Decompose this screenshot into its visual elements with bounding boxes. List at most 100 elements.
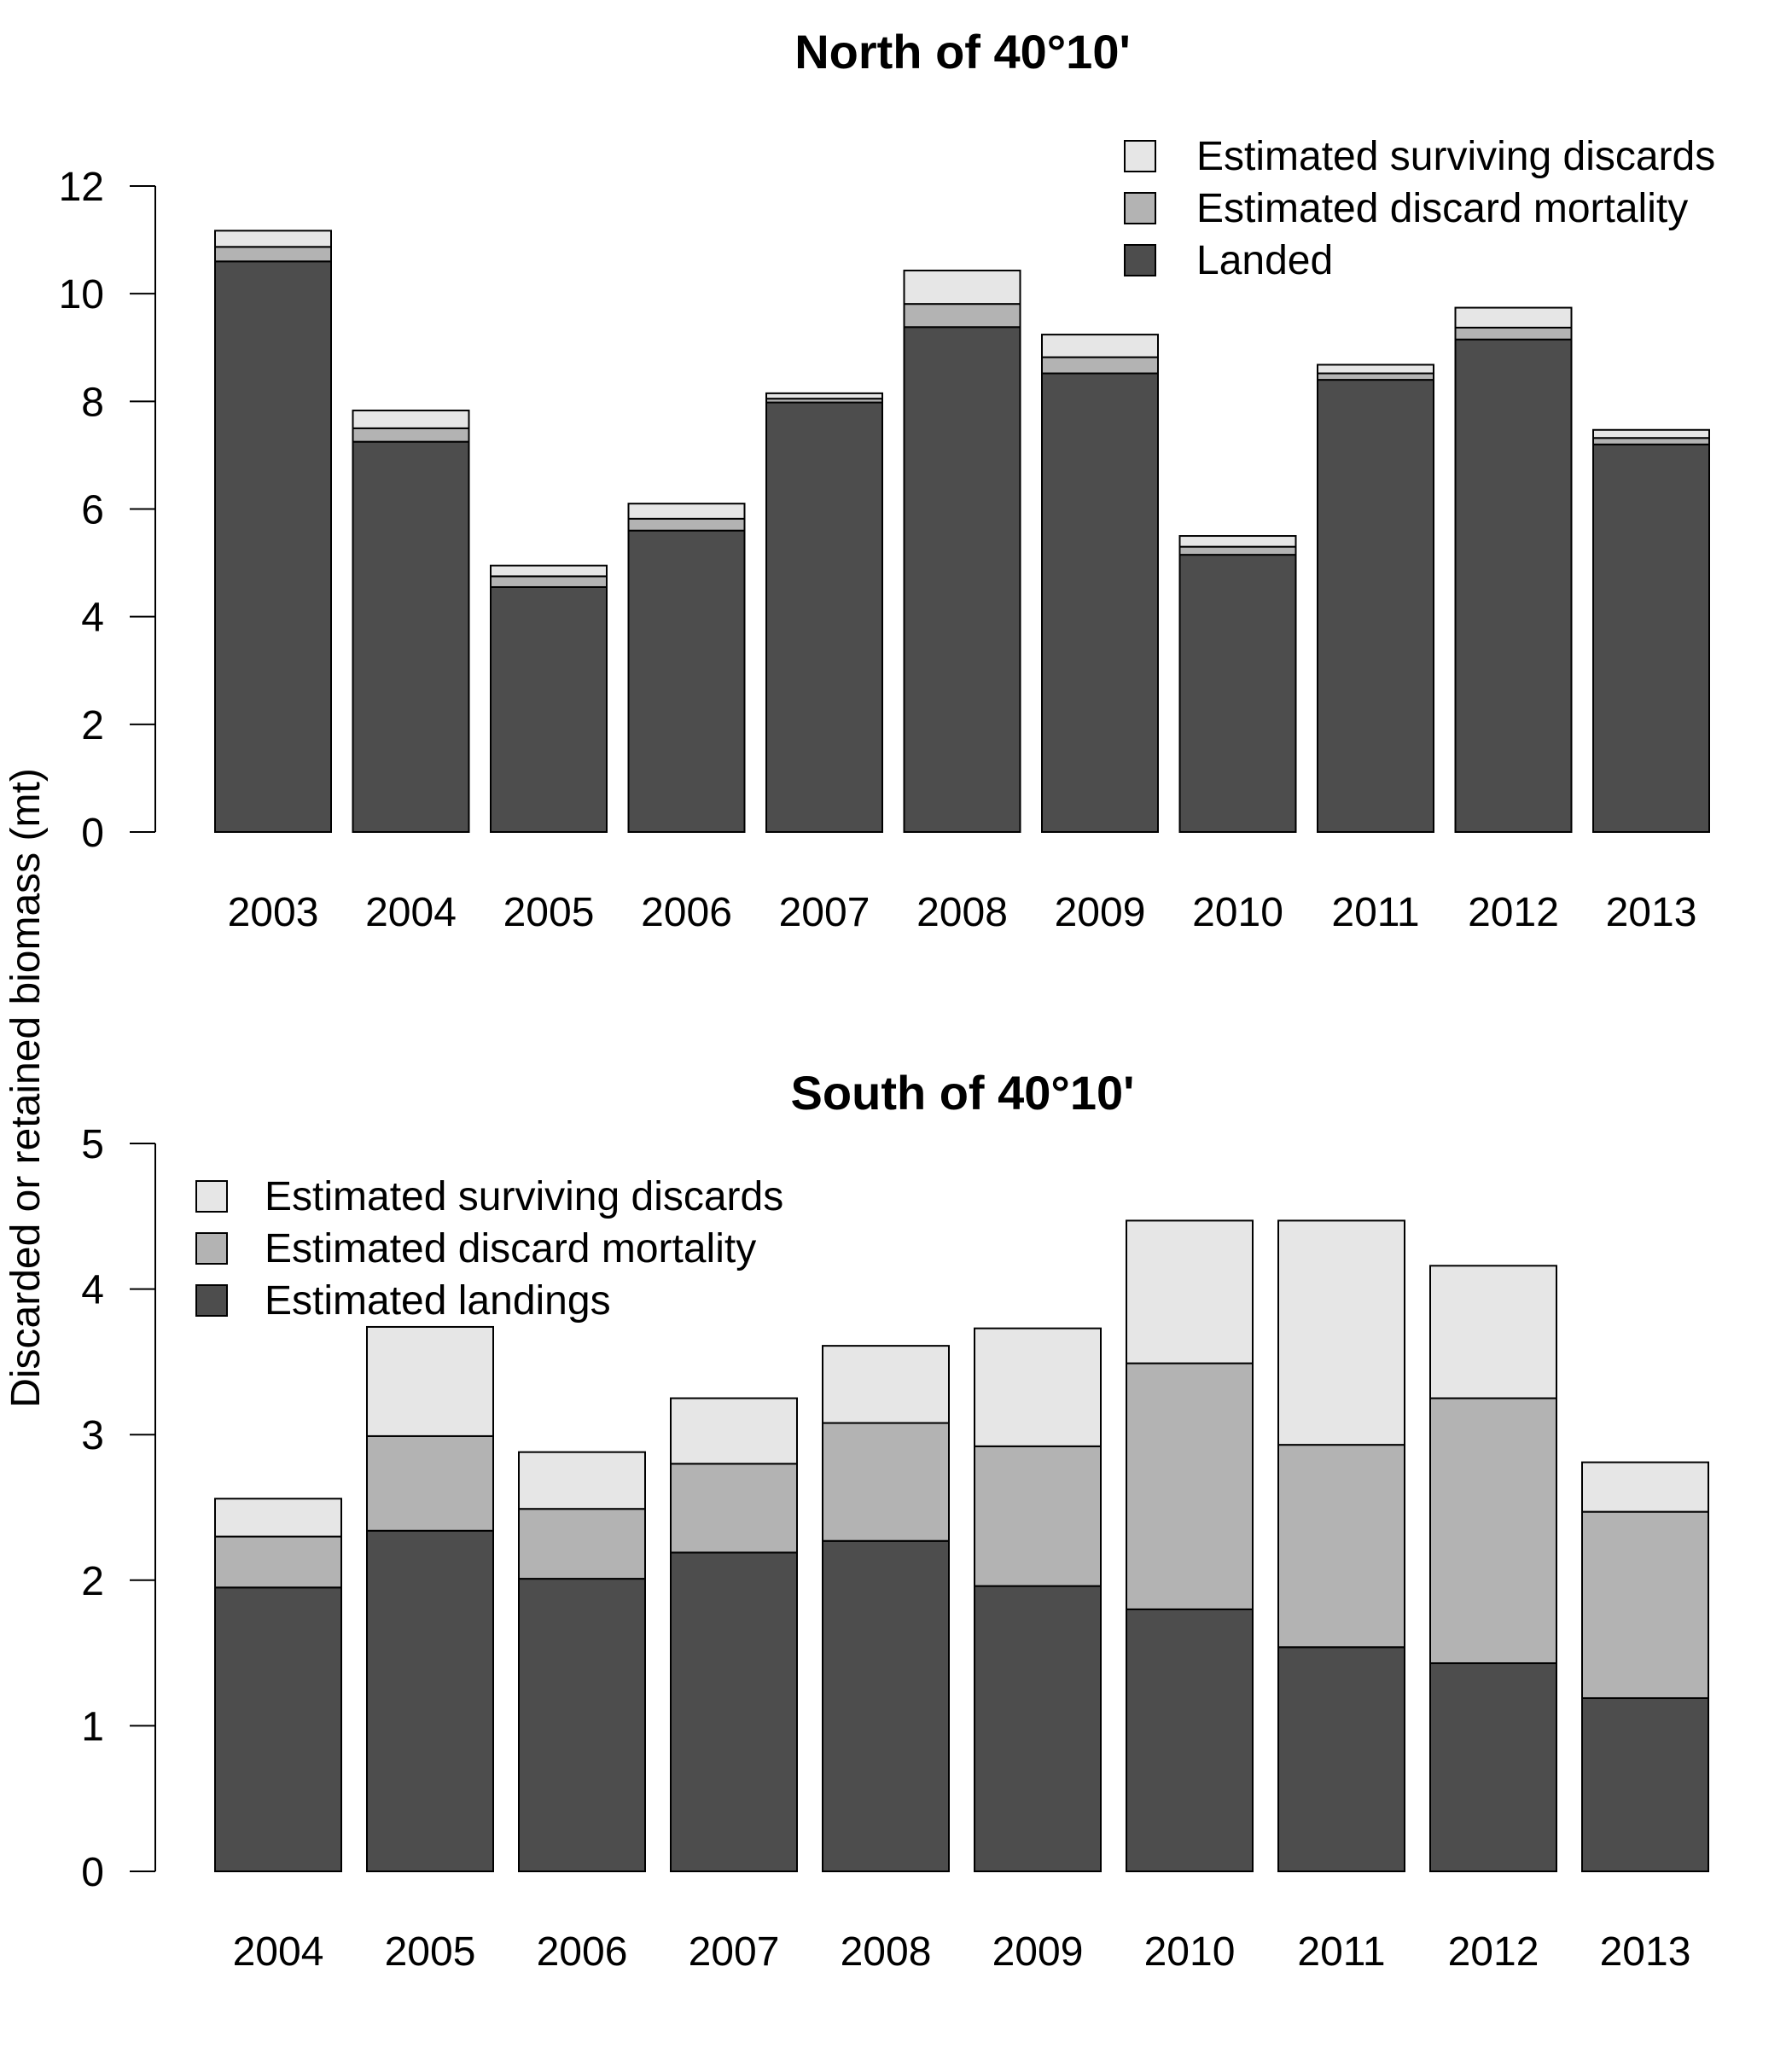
north-bar-2010-series-2 [1178,535,1297,548]
north-legend-label-2: Landed [1196,238,1333,283]
south-bar-2011-series-1 [1277,1444,1405,1649]
south-bar-2008-series-1 [822,1422,950,1542]
south-bar-2005-series-2 [366,1325,494,1437]
south-category-label-2009: 2009 [992,1929,1084,1975]
south-y-tick-label-3: 3 [81,1413,104,1458]
north-y-tick-label-0: 0 [81,811,104,856]
north-bar-2013-series-0 [1592,443,1710,833]
south-bar-2011-series-2 [1277,1219,1405,1446]
north-bar-2013-series-2 [1592,428,1710,439]
south-bar-2012-series-0 [1429,1662,1557,1872]
south-bar-2012-series-1 [1429,1397,1557,1665]
south-bar-2005-series-0 [366,1529,494,1873]
north-legend: Estimated surviving discards Estimated di… [1124,134,1715,283]
south-bar-2009-series-2 [974,1327,1102,1447]
north-bar-2009-series-1 [1041,356,1159,375]
south-y-tick-label-2: 2 [81,1559,104,1604]
south-bar-2012-series-2 [1429,1265,1557,1399]
north-legend-label-0: Estimated surviving discards [1196,134,1715,179]
south-category-label-2008: 2008 [841,1929,932,1975]
north-category-label-2010: 2010 [1192,890,1283,935]
south-category-label-2007: 2007 [689,1929,780,1975]
south-legend-label-2: Estimated landings [265,1278,611,1324]
south-category-label-2006: 2006 [537,1929,628,1975]
north-bar-2006-series-0 [627,529,746,833]
south-category-label-2012: 2012 [1448,1929,1539,1975]
north-bar-2005-series-0 [490,585,608,833]
north-y-tick-label-10: 10 [59,272,104,317]
north-category-label-2004: 2004 [365,890,457,935]
north-bar-2011-series-2 [1317,364,1434,375]
north-bar-2013-series-1 [1592,437,1710,445]
south-bar-2007-series-0 [670,1551,798,1872]
north-bar-2003-series-0 [214,260,332,834]
north-category-label-2005: 2005 [503,890,595,935]
north-bar-2009-series-2 [1041,334,1159,358]
south-panel: South of 40°10' 0 1 2 3 4 5 2004 2005 2006 2007 200… [81,1066,1709,1975]
south-bar-2005-series-1 [366,1434,494,1532]
south-bar-2009-series-0 [974,1585,1102,1873]
south-category-label-2013: 2013 [1600,1929,1691,1975]
south-bar-2007-series-2 [670,1397,798,1465]
north-bar-2008-series-1 [903,303,1021,329]
south-bar-2011-series-0 [1277,1646,1405,1872]
south-bar-2010-series-0 [1126,1608,1254,1873]
south-legend-swatch-1 [195,1232,228,1265]
south-category-label-2010: 2010 [1144,1929,1236,1975]
north-category-label-2012: 2012 [1468,890,1559,935]
north-bar-2012-series-0 [1454,338,1573,834]
north-category-label-2008: 2008 [916,890,1008,935]
north-category-label-2011: 2011 [1331,890,1419,935]
north-bar-2010-series-0 [1178,554,1297,834]
south-bar-2004-series-0 [214,1586,342,1872]
north-legend-swatch-1 [1124,192,1156,224]
north-legend-label-1: Estimated discard mortality [1196,186,1688,231]
south-bar-2006-series-0 [518,1578,646,1872]
south-bar-2008-series-2 [822,1345,950,1424]
north-bar-2008-series-0 [903,326,1021,833]
south-bar-2009-series-1 [974,1445,1102,1587]
north-category-label-2013: 2013 [1606,890,1697,935]
north-bar-2012-series-2 [1454,306,1573,329]
north-category-label-2006: 2006 [641,890,732,935]
north-legend-swatch-0 [1124,140,1156,172]
north-bar-2005-series-1 [490,575,608,588]
north-bar-2006-series-2 [627,503,746,520]
north-bar-2006-series-1 [627,517,746,532]
north-bar-2004-series-2 [352,410,470,429]
north-bar-2005-series-2 [490,564,608,578]
south-bar-2013-series-1 [1581,1510,1709,1699]
south-category-label-2011: 2011 [1297,1929,1385,1975]
north-bar-2004-series-0 [352,440,470,833]
north-chart-title: North of 40°10' [794,25,1131,79]
south-legend-swatch-0 [195,1180,228,1213]
north-legend-swatch-2 [1124,244,1156,276]
north-y-tick-label-4: 4 [81,596,104,641]
south-category-label-2005: 2005 [385,1929,476,1975]
north-bar-2007-series-2 [765,392,883,400]
south-chart-title: South of 40°10' [791,1066,1135,1120]
south-y-tick-label-4: 4 [81,1268,104,1313]
south-y-tick-label-5: 5 [81,1122,104,1167]
south-bar-2006-series-2 [518,1451,646,1510]
north-bar-2004-series-1 [352,427,470,443]
north-y-tick-label-8: 8 [81,380,104,425]
south-bar-2013-series-0 [1581,1696,1709,1872]
north-panel: North of 40°10' 0 2 4 6 8 10 12 2003 2004 2005 2006… [59,25,1716,935]
north-bar-2010-series-1 [1178,545,1297,556]
y-axis-title: Discarded or retained biomass (mt) [3,768,49,1408]
north-category-label-2003: 2003 [228,890,319,935]
north-bar-2012-series-1 [1454,326,1573,340]
south-category-label-2004: 2004 [233,1929,324,1975]
south-legend-label-1: Estimated discard mortality [265,1226,756,1271]
north-bar-2003-series-1 [214,246,332,263]
north-y-tick-label-2: 2 [81,703,104,748]
north-bar-2009-series-0 [1041,372,1159,833]
south-bar-2008-series-0 [822,1539,950,1873]
north-bar-2007-series-0 [765,401,883,833]
south-legend: Estimated surviving discards Estimated di… [195,1174,783,1324]
south-bar-2007-series-1 [670,1463,798,1554]
south-bar-2004-series-2 [214,1498,342,1538]
south-legend-swatch-2 [195,1284,228,1317]
